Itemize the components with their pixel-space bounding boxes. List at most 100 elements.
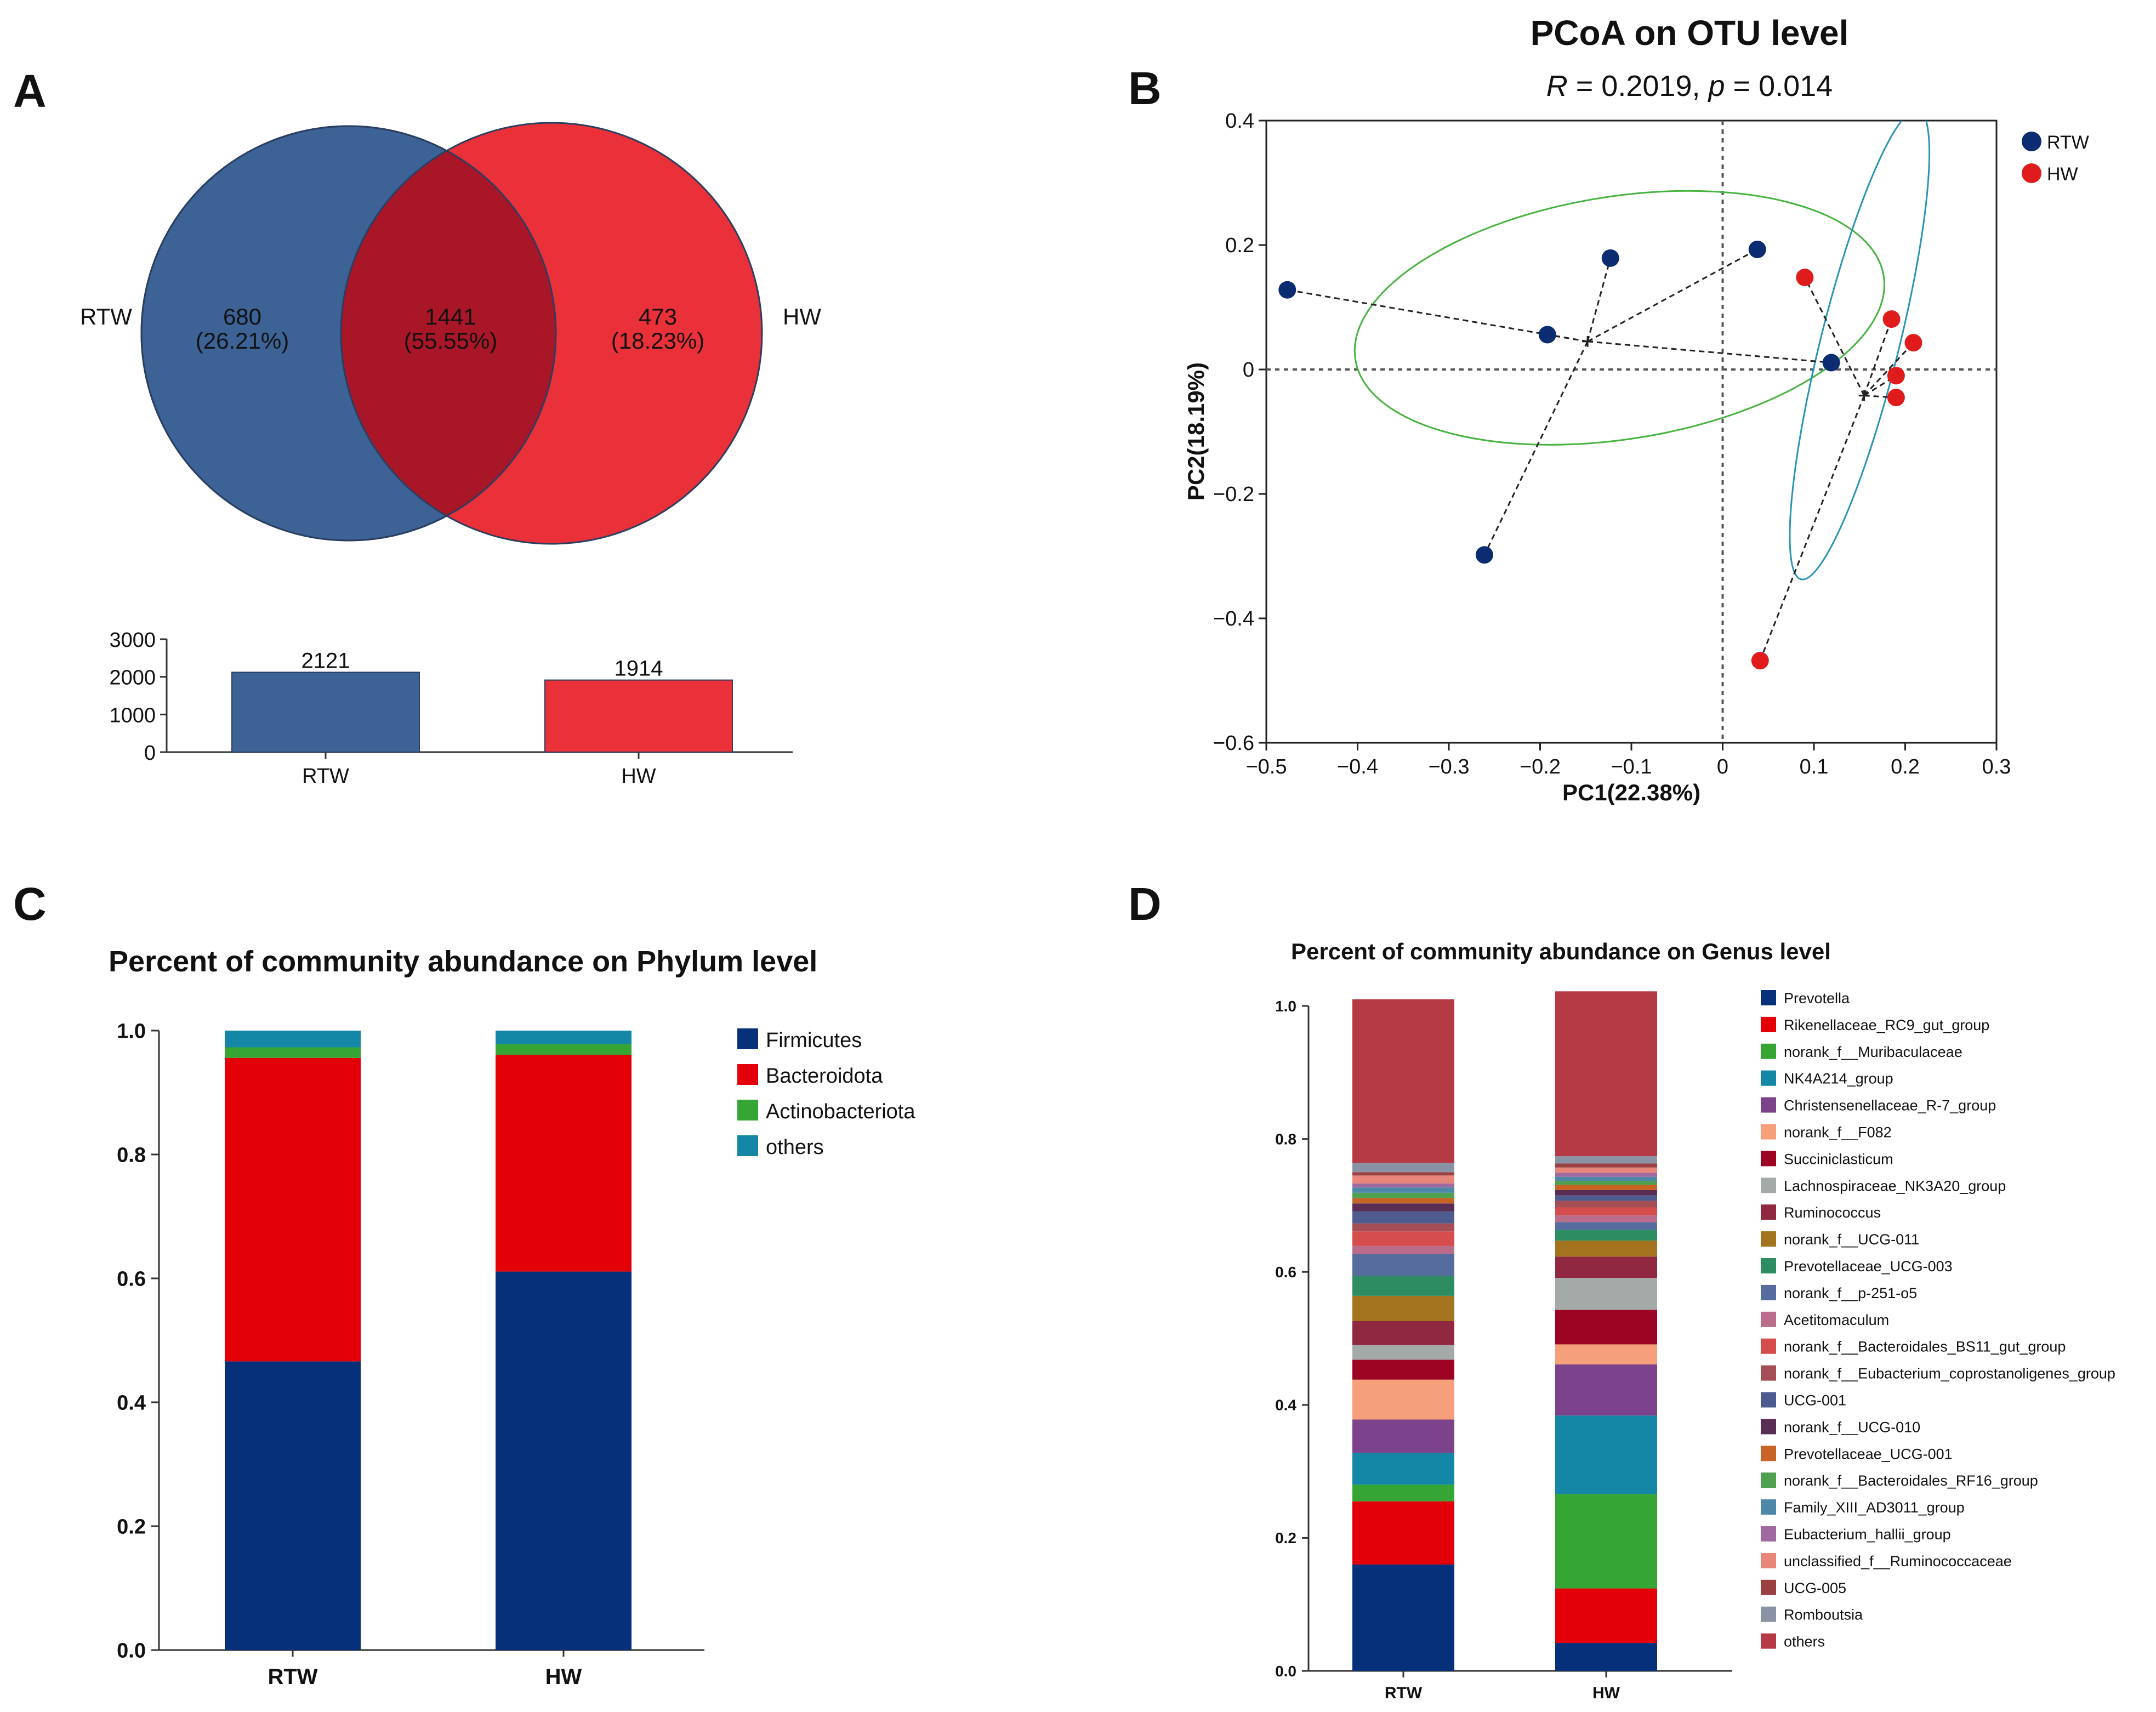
pcoa-point-rtw	[1278, 281, 1296, 299]
genus-y-tick-label: 0.0	[1275, 1663, 1296, 1680]
genus-title: Percent of community abundance on Genus …	[1291, 939, 1831, 964]
genus-y-tick-label: 1.0	[1275, 998, 1296, 1015]
genus-bar-segment	[1352, 1175, 1454, 1184]
genus-bar-segment	[1555, 1207, 1657, 1216]
genus-bar-segment	[1555, 1163, 1657, 1168]
phylum-legend-swatch	[737, 1064, 758, 1085]
genus-legend-label: norank_f__p-251-o5	[1784, 1285, 1917, 1301]
genus-bar-segment	[1352, 1183, 1454, 1188]
genus-legend-swatch	[1761, 1016, 1776, 1032]
genus-legend-label: Eubacterium_hallii_group	[1784, 1526, 1951, 1543]
genus-bar-segment	[1555, 1588, 1657, 1643]
genus-legend-swatch	[1761, 1606, 1776, 1622]
totals-bar-rtw	[231, 672, 420, 753]
genus-legend-swatch	[1761, 1392, 1776, 1408]
phylum-legend: Firmicutes Bacteroidota Actinobacteriota ot…	[737, 1028, 915, 1159]
venn-hw-percent: (18.23%)	[611, 328, 704, 354]
genus-bar-segment	[1555, 1201, 1657, 1208]
genus-legend-swatch	[1761, 1365, 1776, 1381]
pcoa-y-tick-label: −0.2	[1213, 483, 1254, 506]
pcoa-x-tick-label: 0.2	[1891, 755, 1920, 778]
phylum-bar-segment	[225, 1031, 361, 1048]
pcoa-y-tick-label: −0.6	[1213, 732, 1254, 755]
genus-bar-segment	[1555, 1278, 1657, 1310]
venn-hw-count: 473	[639, 304, 677, 329]
pcoa-legend-marker-rtw	[2022, 132, 2041, 151]
genus-bar-segment	[1352, 999, 1454, 1163]
genus-bar-segment	[1352, 1198, 1454, 1204]
pcoa-y-axis-label: PC2(18.19%)	[1183, 362, 1209, 500]
pcoa-spider-line-rtw	[1547, 333, 1588, 343]
genus-bar-segment	[1352, 1254, 1454, 1276]
pcoa-x-tick-label: −0.5	[1245, 755, 1287, 778]
genus-legend-label: norank_f__Eubacterium_coprostanoligenes_…	[1784, 1366, 2115, 1382]
genus-legend-swatch	[1761, 1284, 1776, 1300]
genus-bar-segment	[1555, 1167, 1657, 1173]
totals-y-tick-label: 0	[144, 742, 156, 765]
pcoa-point-hw	[1751, 652, 1769, 670]
genus-legend-label: norank_f__Bacteroidales_BS11_gut_group	[1784, 1339, 2066, 1355]
phylum-y-tick-label: 0.4	[117, 1391, 146, 1414]
pcoa-point-rtw	[1538, 326, 1556, 344]
pcoa-x-tick-label: 0.3	[1982, 755, 2011, 778]
genus-bar-segment	[1555, 1222, 1657, 1230]
genus-legend-label: others	[1784, 1634, 1825, 1650]
venn-rtw-percent: (26.21%)	[196, 328, 289, 354]
pcoa-title: PCoA on OTU level	[1531, 13, 1849, 53]
venn-label-rtw: RTW	[80, 304, 132, 329]
genus-legend-swatch	[1761, 1526, 1776, 1542]
genus-stacked-bar-chart: 1.0 0.8 0.6 0.4 0.2 0.0 RTW HW Prevotella Riken…	[1275, 990, 2115, 1702]
genus-legend-label: norank_f__Bacteroidales_RF16_group	[1784, 1472, 2038, 1489]
venn-totals-bar-chart: 3000 2000 1000 0 2121 RTW 1914 HW	[109, 629, 793, 788]
panel-label-b: B	[1128, 62, 1162, 114]
phylum-legend-label: Bacteroidota	[766, 1065, 883, 1088]
genus-legend-swatch	[1761, 1311, 1776, 1327]
phylum-bar-segment	[496, 1055, 632, 1272]
panel-label-c: C	[13, 878, 47, 930]
genus-bar-segment	[1555, 1364, 1657, 1416]
genus-bar-segment	[1555, 1176, 1657, 1181]
genus-bar-segment	[1352, 1295, 1454, 1321]
pcoa-point-rtw	[1748, 240, 1766, 258]
phylum-bar-segment	[496, 1271, 632, 1650]
totals-y-tick-label: 3000	[109, 629, 156, 652]
totals-bar-value-label: 2121	[302, 649, 350, 673]
pcoa-legend: RTW HW	[2022, 132, 2089, 185]
phylum-legend-swatch	[737, 1135, 758, 1156]
genus-bar-segment	[1555, 1190, 1657, 1196]
totals-bar-value-label: 1914	[615, 657, 663, 681]
pcoa-spider-line-rtw	[1287, 289, 1588, 343]
pcoa-spider-line-hw	[1759, 395, 1865, 661]
genus-legend-label: UCG-005	[1784, 1580, 1846, 1596]
genus-legend-swatch	[1761, 1499, 1776, 1515]
genus-bar-segment	[1555, 1344, 1657, 1364]
phylum-legend-swatch	[737, 1028, 758, 1049]
genus-legend-label: Romboutsia	[1784, 1607, 1863, 1623]
genus-legend-label: Acetitomaculum	[1784, 1312, 1889, 1328]
pcoa-spider-line-hw	[1863, 318, 1892, 396]
pcoa-point-hw	[1887, 367, 1905, 385]
phylum-bar-segment	[225, 1361, 361, 1650]
genus-bar-segment	[1352, 1360, 1454, 1380]
phylum-y-tick-label: 1.0	[117, 1020, 146, 1043]
genus-legend: Prevotella Rikenellaceae_RC9_gut_groupnor…	[1761, 990, 2115, 1650]
genus-legend-swatch	[1761, 1579, 1776, 1595]
genus-bar-segment	[1352, 1203, 1454, 1212]
pcoa-point-rtw	[1822, 354, 1840, 372]
genus-bar-segment	[1352, 1485, 1454, 1501]
pcoa-plot-frame	[1265, 120, 1998, 744]
phylum-bar-segment	[496, 1044, 632, 1055]
genus-legend-label: Prevotellaceae_UCG-003	[1784, 1258, 1953, 1275]
pcoa-r-label: R	[1546, 70, 1568, 103]
genus-bar-segment	[1555, 1173, 1657, 1177]
genus-legend-swatch	[1761, 1231, 1776, 1247]
phylum-title: Percent of community abundance on Phylum…	[109, 945, 817, 978]
phylum-legend-label: Firmicutes	[766, 1029, 862, 1052]
genus-x-tick-label: RTW	[1385, 1684, 1423, 1702]
genus-legend-label: Rikenellaceae_RC9_gut_group	[1784, 1017, 1989, 1033]
pcoa-r-value: = 0.2019,	[1568, 70, 1709, 103]
genus-bar-segment	[1555, 1156, 1657, 1164]
genus-bar-segment	[1555, 1185, 1657, 1191]
genus-legend-swatch	[1761, 1338, 1776, 1354]
pcoa-scatter-plot: −0.5 −0.4 −0.3 −0.2 −0.1 0 0.1 0.2 0.3 0.4 0.2 0 −0.…	[1183, 110, 2089, 805]
